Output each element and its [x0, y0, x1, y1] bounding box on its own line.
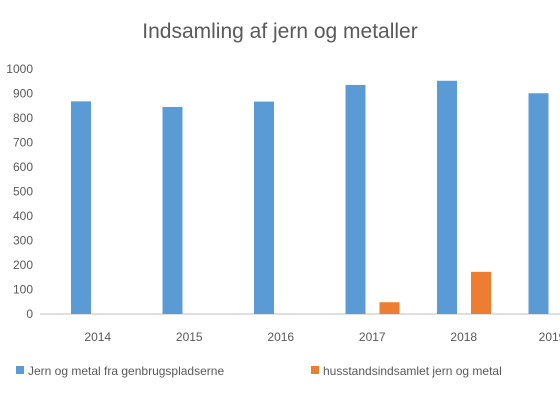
bar-genbrugspladserne-2016 — [254, 101, 274, 315]
x-tick-label: 2018 — [450, 330, 477, 344]
y-tick-label: 500 — [13, 185, 33, 199]
x-tick-label: 2016 — [267, 330, 294, 344]
y-tick-label: 900 — [13, 87, 33, 101]
x-tick-label: 2014 — [84, 330, 111, 344]
y-tick-label: 600 — [13, 160, 33, 174]
x-tick-label: 2019 — [539, 330, 560, 344]
y-tick-label: 700 — [13, 136, 33, 150]
bar-genbrugspladserne-2019 — [528, 93, 549, 314]
y-axis-ticks: 0 100 200 300 400 500 600 700 800 900 1000 — [6, 62, 33, 321]
y-tick-label: 200 — [13, 258, 33, 272]
y-tick-label: 400 — [13, 209, 33, 223]
legend-label: Jern og metal fra genbrugspladserne — [28, 364, 224, 378]
bars — [71, 80, 549, 315]
bar-husstandsindsamlet-2018 — [471, 271, 491, 314]
bar-genbrugspladserne-2017 — [345, 84, 366, 314]
y-tick-label: 800 — [13, 111, 33, 125]
legend-swatch — [311, 366, 319, 374]
legend-swatch — [16, 366, 24, 374]
x-axis-ticks: 2014 2015 2016 2017 2018 2019 — [84, 330, 560, 344]
x-tick-label: 2015 — [176, 330, 203, 344]
y-tick-label: 0 — [26, 307, 33, 321]
legend-label: husstandsindsamlet jern og metal — [323, 364, 502, 378]
legend: Jern og metal fra genbrugspladserne husst… — [16, 364, 502, 378]
y-tick-label: 1000 — [6, 62, 33, 76]
bar-genbrugspladserne-2015 — [162, 106, 183, 314]
x-tick-label: 2017 — [359, 330, 386, 344]
bar-husstandsindsamlet-2017 — [379, 302, 400, 314]
y-tick-label: 100 — [13, 283, 33, 297]
y-tick-label: 300 — [13, 234, 33, 248]
bar-genbrugspladserne-2014 — [71, 101, 91, 314]
chart-title: Indsamling af jern og metaller — [142, 20, 417, 43]
bar-genbrugspladserne-2018 — [437, 80, 457, 314]
